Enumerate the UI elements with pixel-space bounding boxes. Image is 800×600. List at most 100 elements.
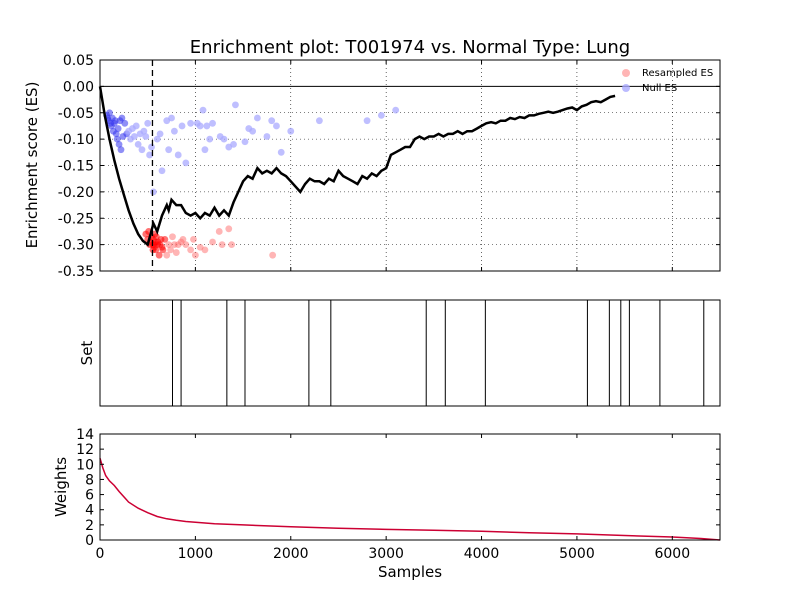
null-es-point bbox=[273, 122, 280, 130]
null-es-point bbox=[249, 127, 257, 135]
weights-y-tick-label: 2 bbox=[85, 518, 94, 534]
null-es-points bbox=[103, 101, 400, 196]
resampled-es-point bbox=[228, 241, 236, 249]
null-es-point bbox=[142, 133, 150, 140]
resampled-es-point bbox=[191, 251, 199, 259]
resampled-es-point bbox=[152, 246, 160, 254]
resampled-es-points bbox=[142, 225, 277, 259]
set-frame bbox=[99, 299, 721, 407]
resampled-es-point bbox=[179, 235, 187, 243]
weights-x-tick-label: 0 bbox=[96, 546, 105, 562]
es-y-tick-label: -0.30 bbox=[58, 238, 94, 254]
es-y-tick-label: -0.15 bbox=[58, 159, 94, 175]
null-es-point bbox=[134, 141, 142, 148]
resampled-es-point bbox=[209, 238, 216, 246]
weights-y-tick-label: 14 bbox=[76, 427, 94, 443]
null-es-point bbox=[263, 133, 271, 140]
es-y-tick-label: -0.10 bbox=[58, 132, 94, 148]
null-es-point bbox=[111, 117, 119, 125]
resampled-es-point bbox=[182, 241, 190, 249]
weights-x-tick-label: 4000 bbox=[464, 546, 500, 562]
null-es-point bbox=[121, 119, 129, 127]
null-es-point bbox=[158, 167, 166, 175]
null-es-point bbox=[165, 146, 173, 154]
null-es-point bbox=[117, 146, 125, 154]
weights-x-tick-label: 2000 bbox=[273, 546, 309, 562]
legend-resampled-label: Resampled ES bbox=[642, 68, 713, 79]
weights-x-ticks: 0 1000 2000 3000 4000 5000 6000 bbox=[96, 434, 690, 562]
resampled-es-point bbox=[159, 246, 167, 254]
null-es-point bbox=[203, 122, 211, 130]
resampled-es-point bbox=[172, 249, 180, 256]
null-es-point bbox=[156, 130, 164, 138]
resampled-es-point bbox=[218, 241, 226, 249]
resampled-es-point bbox=[161, 235, 169, 243]
resampled-es-point bbox=[155, 251, 163, 259]
resampled-es-point bbox=[167, 246, 174, 254]
es-y-tick-label: -0.35 bbox=[58, 264, 94, 280]
resampled-es-point bbox=[269, 251, 277, 259]
null-es-point bbox=[168, 114, 175, 122]
null-es-point bbox=[196, 122, 204, 130]
null-es-point bbox=[277, 148, 285, 156]
weights-frame bbox=[99, 433, 721, 541]
weights-x-tick-label: 6000 bbox=[654, 546, 690, 562]
weights-y-tick-label: 12 bbox=[76, 442, 94, 458]
es-y-tick-label: -0.05 bbox=[58, 106, 94, 122]
null-es-point bbox=[112, 130, 120, 138]
null-es-point bbox=[140, 127, 148, 135]
null-es-point bbox=[315, 117, 323, 125]
set-hit-lines bbox=[171, 300, 705, 406]
weights-y-tick-label: 4 bbox=[85, 503, 94, 519]
weights-y-tick-label: 8 bbox=[85, 472, 94, 488]
resampled-es-point bbox=[163, 251, 171, 259]
null-es-point bbox=[287, 127, 295, 135]
null-es-point bbox=[148, 143, 155, 151]
figure-title: Enrichment plot: T001974 vs. Normal Type… bbox=[190, 37, 630, 58]
es-y-ticks: 0.05 0.00 -0.05 -0.10 -0.15 -0.20 -0.25 -0.30 -0… bbox=[58, 53, 720, 280]
resampled-es-point bbox=[225, 225, 233, 233]
null-es-point bbox=[253, 114, 261, 122]
weights-y-tick-label: 0 bbox=[85, 533, 94, 549]
resampled-es-point bbox=[165, 241, 173, 249]
legend-resampled-marker bbox=[622, 69, 630, 77]
null-es-point bbox=[201, 146, 209, 154]
es-y-tick-label: 0.05 bbox=[63, 53, 94, 69]
null-es-point bbox=[187, 119, 195, 127]
null-es-point bbox=[209, 119, 216, 127]
null-es-point bbox=[138, 146, 146, 154]
es-legend: Resampled ES Null ES bbox=[622, 68, 713, 94]
null-es-point bbox=[113, 135, 121, 143]
resampled-es-point bbox=[169, 233, 176, 241]
null-es-point bbox=[132, 122, 140, 130]
weights-x-tick-label: 1000 bbox=[178, 546, 214, 562]
set-panel: Set bbox=[78, 299, 721, 407]
enrichment-panel: 0.05 0.00 -0.05 -0.10 -0.15 -0.20 -0.25 -0.30 -0… bbox=[23, 53, 721, 280]
weights-y-tick-label: 6 bbox=[85, 488, 94, 504]
set-y-axis-label: Set bbox=[78, 341, 96, 366]
legend-null-label: Null ES bbox=[642, 83, 677, 94]
null-es-point bbox=[178, 122, 186, 130]
weights-curve bbox=[99, 457, 721, 541]
null-es-point bbox=[114, 125, 122, 132]
null-es-point bbox=[199, 106, 207, 114]
resampled-es-point bbox=[201, 246, 209, 254]
null-es-point bbox=[118, 114, 126, 122]
es-x-ticks bbox=[99, 60, 673, 271]
resampled-es-point bbox=[190, 235, 197, 243]
null-es-point bbox=[232, 101, 239, 109]
null-es-point bbox=[241, 138, 249, 146]
weights-y-axis-label: Weights bbox=[52, 457, 70, 517]
resampled-es-point bbox=[215, 228, 223, 235]
weights-y-tick-label: 10 bbox=[76, 457, 94, 473]
null-es-point bbox=[146, 151, 154, 159]
null-es-point bbox=[363, 117, 371, 125]
legend-null-marker bbox=[622, 84, 630, 92]
null-es-point bbox=[130, 133, 138, 140]
null-es-point bbox=[115, 141, 123, 148]
es-grid bbox=[100, 60, 720, 271]
null-es-point bbox=[106, 109, 113, 117]
